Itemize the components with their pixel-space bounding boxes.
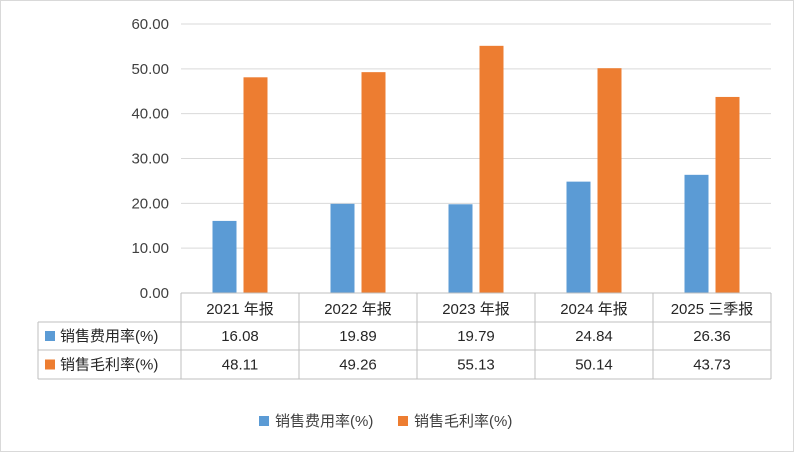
table-row-label: 销售费用率(%) xyxy=(60,328,158,345)
table-cell-value: 55.13 xyxy=(457,357,495,374)
y-tick-label: 10.00 xyxy=(131,240,169,257)
table-cell-value: 24.84 xyxy=(575,328,613,345)
bar-sales-expense-rate xyxy=(566,181,591,293)
bar-gross-margin-rate xyxy=(479,45,504,293)
legend-label: 销售毛利率(%) xyxy=(414,413,512,430)
table-legend-key xyxy=(45,359,55,370)
legend-key xyxy=(259,416,269,426)
table-cell-value: 48.11 xyxy=(222,357,258,374)
bar-gross-margin-rate xyxy=(361,72,386,293)
y-tick-label: 30.00 xyxy=(131,151,169,168)
bar-gross-margin-rate xyxy=(597,68,622,294)
table-cell-value: 49.26 xyxy=(339,357,377,374)
table-cell-value: 16.08 xyxy=(221,328,259,345)
table-cell-value: 50.14 xyxy=(575,357,613,374)
y-tick-label: 50.00 xyxy=(131,61,169,78)
category-label: 2022 年报 xyxy=(324,301,392,318)
legend-key xyxy=(398,416,408,426)
category-label: 2025 三季报 xyxy=(671,301,754,318)
table-cell-value: 19.79 xyxy=(457,328,495,345)
bar-sales-expense-rate xyxy=(448,204,473,293)
legend-label: 销售费用率(%) xyxy=(275,413,373,430)
y-tick-label: 40.00 xyxy=(131,106,169,123)
y-tick-label: 0.00 xyxy=(140,285,169,302)
bar-gross-margin-rate xyxy=(715,96,740,293)
table-row-label: 销售毛利率(%) xyxy=(60,357,158,374)
table-cell-value: 19.89 xyxy=(339,328,377,345)
table-cell-value: 26.36 xyxy=(693,328,731,345)
bar-sales-expense-rate xyxy=(212,220,237,293)
category-label: 2021 年报 xyxy=(206,301,274,318)
category-label: 2024 年报 xyxy=(560,301,628,318)
bar-sales-expense-rate xyxy=(330,203,355,293)
y-tick-label: 20.00 xyxy=(131,195,169,212)
bar-sales-expense-rate xyxy=(684,174,709,293)
bar-gross-margin-rate xyxy=(243,77,268,294)
y-tick-label: 60.00 xyxy=(131,16,169,33)
table-cell-value: 43.73 xyxy=(693,357,731,374)
category-label: 2023 年报 xyxy=(442,301,510,318)
table-legend-key xyxy=(45,331,55,341)
